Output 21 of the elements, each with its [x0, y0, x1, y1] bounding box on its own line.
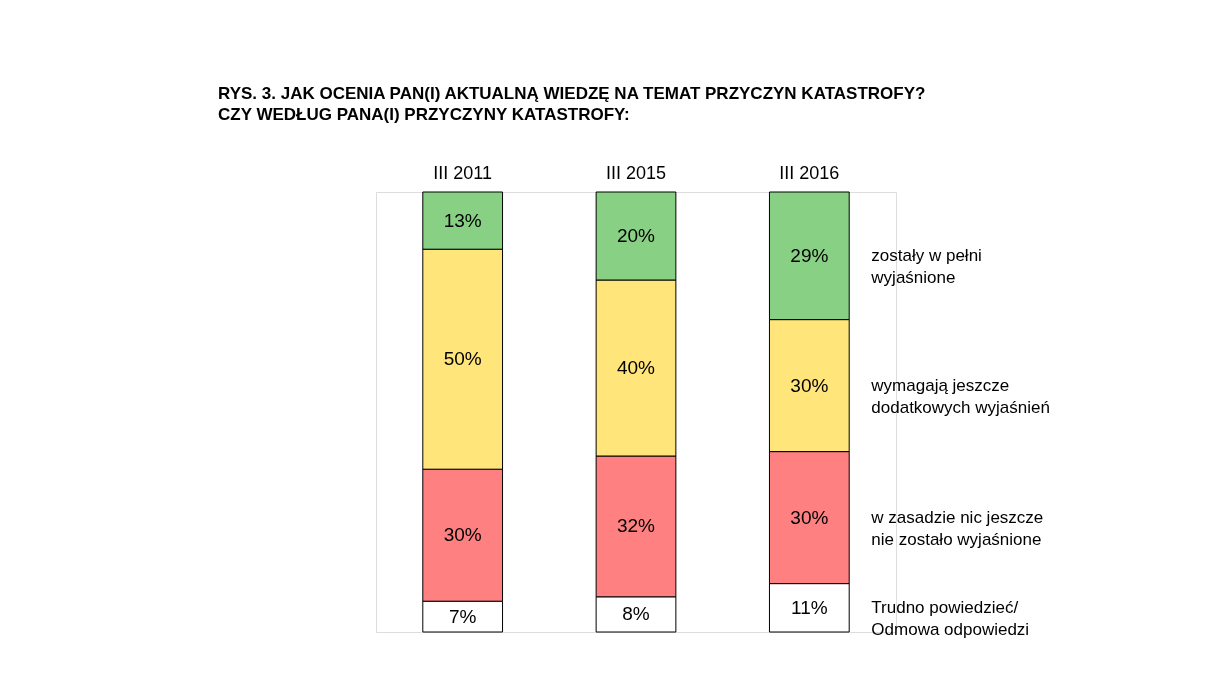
- series-label: w zasadzie nic jeszcze nie zostało wyjaśnione: [870, 507, 1044, 549]
- data-label: 30%: [443, 524, 482, 546]
- data-label: 30%: [790, 374, 829, 396]
- x-tick-label: III 2011: [433, 162, 493, 183]
- data-label: 7%: [448, 605, 477, 627]
- x-tick-label: III 2016: [779, 162, 840, 183]
- data-label: 40%: [616, 357, 656, 378]
- x-tick-label: III 2015: [605, 162, 667, 183]
- data-label: 32%: [616, 515, 656, 537]
- data-label: 13%: [443, 209, 482, 231]
- data-label: 50%: [443, 348, 482, 370]
- chart-title: RYS. 3. JAK OCENIA PAN(I) AKTUALNĄ WIEDZĘ NA TEMAT PRZYCZYN KATASTROFY?: [218, 84, 926, 103]
- data-label: 11%: [791, 596, 828, 618]
- series-label: wymagają jeszcze dodatkowych wyjaśnień: [870, 375, 1050, 417]
- series-label: Trudno powiedzieć/ Odmowa odpowiedzi: [871, 597, 1030, 639]
- data-label: 30%: [790, 506, 829, 528]
- chart-subtitle: CZY WEDŁUG PANA(I) PRZYCZYNY KATASTROFY:: [218, 105, 630, 124]
- data-label: 8%: [622, 603, 650, 625]
- data-label: 20%: [616, 225, 656, 246]
- series-label: zostały w pełni wyjaśnione: [870, 245, 982, 287]
- data-label: 29%: [790, 244, 829, 266]
